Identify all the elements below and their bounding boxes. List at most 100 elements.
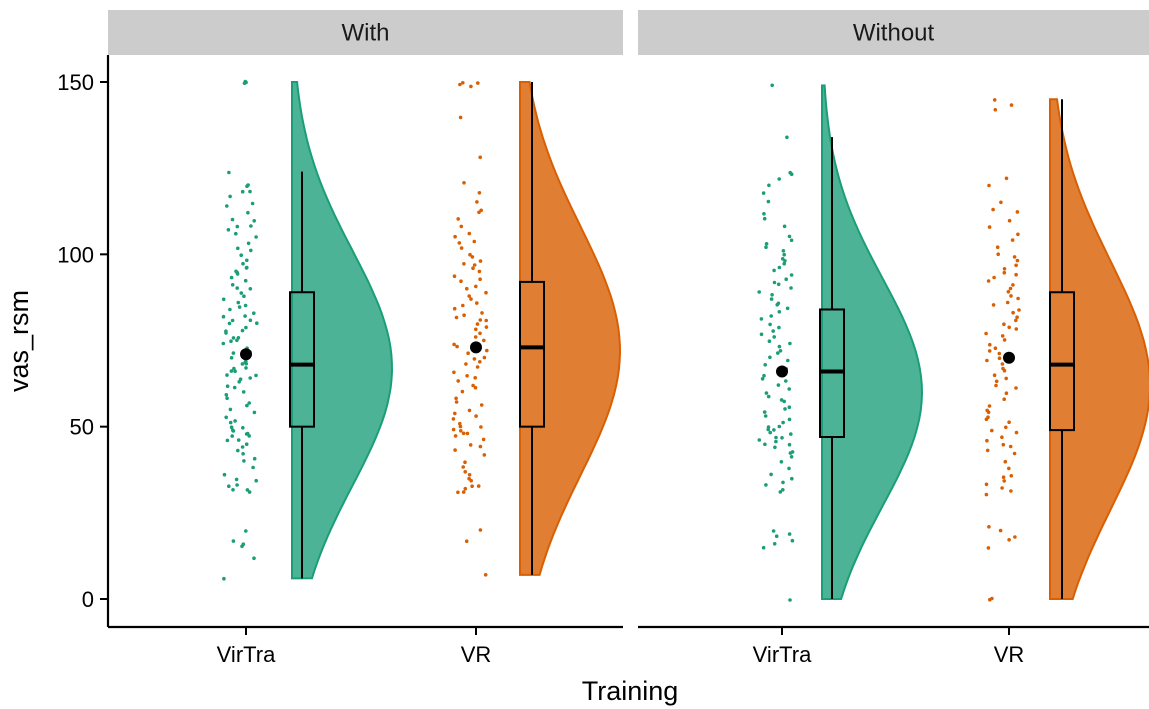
data-point-vr-with — [475, 301, 479, 305]
data-point-vr-with — [484, 290, 488, 295]
data-point-vr-with — [482, 338, 486, 343]
data-point-virtra-with — [229, 369, 234, 373]
data-point-vr-without — [1007, 538, 1011, 542]
data-point-virtra-without — [761, 191, 766, 195]
data-point-virtra-without — [789, 273, 794, 277]
data-point-vr-without — [1002, 479, 1006, 483]
data-point-vr-without — [1008, 444, 1013, 449]
x-tick-label-virtra: VirTra — [217, 642, 276, 667]
data-point-virtra-with — [249, 248, 253, 253]
data-point-virtra-without — [771, 329, 775, 333]
data-point-vr-without — [1011, 283, 1015, 287]
data-point-virtra-without — [780, 436, 784, 440]
data-point-virtra-with — [252, 311, 256, 316]
data-point-virtra-with — [244, 325, 248, 330]
data-point-virtra-without — [783, 407, 787, 411]
data-point-virtra-with — [235, 224, 240, 229]
data-point-virtra-with — [247, 490, 252, 494]
data-point-virtra-with — [236, 300, 241, 305]
data-point-virtra-without — [781, 480, 785, 485]
data-point-vr-without — [993, 108, 998, 112]
data-point-virtra-without — [769, 472, 773, 477]
data-point-vr-with — [478, 360, 482, 364]
x-axis-title: Training — [582, 676, 679, 706]
data-point-virtra-with — [221, 314, 226, 319]
data-point-virtra-with — [224, 331, 228, 335]
data-point-vr-with — [461, 490, 466, 494]
data-point-vr-without — [1007, 218, 1012, 223]
strip-without-label: Without — [853, 20, 935, 47]
data-point-virtra-without — [789, 455, 794, 459]
data-point-virtra-with — [242, 459, 246, 463]
data-point-vr-without — [988, 342, 992, 347]
data-point-vr-with — [471, 383, 475, 388]
data-point-vr-with — [458, 424, 463, 429]
data-point-virtra-with — [227, 321, 232, 326]
data-point-virtra-without — [757, 438, 762, 442]
data-point-vr-with — [467, 231, 472, 236]
data-point-vr-without — [987, 349, 992, 353]
data-point-virtra-without — [763, 414, 768, 418]
data-point-virtra-with — [231, 336, 236, 340]
data-point-vr-without — [1015, 210, 1020, 214]
data-point-vr-without — [997, 351, 1002, 356]
data-point-vr-with — [481, 437, 486, 442]
box-vr-with — [519, 280, 545, 428]
data-point-virtra-without — [772, 542, 777, 546]
data-point-virtra-without — [778, 349, 783, 353]
data-point-virtra-without — [784, 277, 788, 282]
data-point-vr-without — [991, 207, 995, 212]
data-point-virtra-without — [776, 383, 781, 387]
data-point-virtra-without — [759, 317, 764, 321]
data-point-vr-with — [475, 322, 480, 326]
data-point-virtra-without — [764, 242, 769, 246]
data-point-virtra-with — [228, 420, 233, 425]
data-point-virtra-with — [229, 356, 234, 360]
data-point-vr-with — [475, 200, 479, 204]
data-point-virtra-without — [787, 234, 792, 239]
data-point-virtra-without — [778, 490, 783, 494]
data-point-virtra-with — [254, 235, 258, 239]
data-point-vr-with — [462, 313, 466, 318]
data-point-virtra-with — [235, 272, 240, 276]
data-point-virtra-without — [784, 379, 788, 383]
data-point-virtra-without — [767, 339, 772, 344]
data-point-virtra-with — [248, 376, 252, 380]
data-point-vr-without — [986, 546, 991, 550]
data-point-virtra-without — [787, 466, 791, 471]
data-point-virtra-with — [225, 384, 230, 389]
data-point-vr-with — [453, 434, 458, 438]
data-point-vr-without — [1007, 466, 1011, 471]
data-point-virtra-without — [777, 325, 781, 330]
data-point-virtra-with — [234, 477, 239, 482]
data-point-vr-with — [470, 484, 474, 489]
data-point-virtra-with — [236, 448, 240, 453]
data-point-vr-without — [999, 200, 1003, 205]
data-point-virtra-with — [221, 341, 226, 346]
data-point-vr-with — [459, 279, 463, 284]
data-point-virtra-without — [768, 322, 772, 327]
data-point-vr-with — [467, 408, 472, 413]
x-tick-label-vr: VR — [461, 642, 492, 667]
data-point-vr-with — [458, 115, 463, 120]
data-point-vr-with — [469, 84, 473, 89]
data-point-vr-without — [1012, 255, 1017, 259]
data-point-vr-without — [1008, 286, 1013, 291]
data-point-vr-with — [454, 396, 458, 401]
data-point-vr-without — [1002, 338, 1007, 342]
data-point-virtra-without — [777, 344, 782, 349]
data-point-vr-without — [985, 358, 989, 363]
data-point-virtra-without — [766, 394, 771, 399]
data-point-vr-without — [1002, 368, 1007, 373]
data-point-virtra-without — [773, 445, 777, 450]
data-point-virtra-with — [246, 183, 250, 187]
data-point-vr-with — [457, 241, 462, 245]
data-point-vr-with — [451, 417, 456, 421]
data-point-virtra-with — [240, 544, 244, 549]
data-point-vr-with — [471, 266, 475, 271]
data-point-vr-with — [482, 453, 487, 457]
mean-point-vr-with — [470, 341, 482, 354]
data-point-virtra-with — [234, 231, 238, 236]
data-point-virtra-without — [789, 286, 793, 290]
